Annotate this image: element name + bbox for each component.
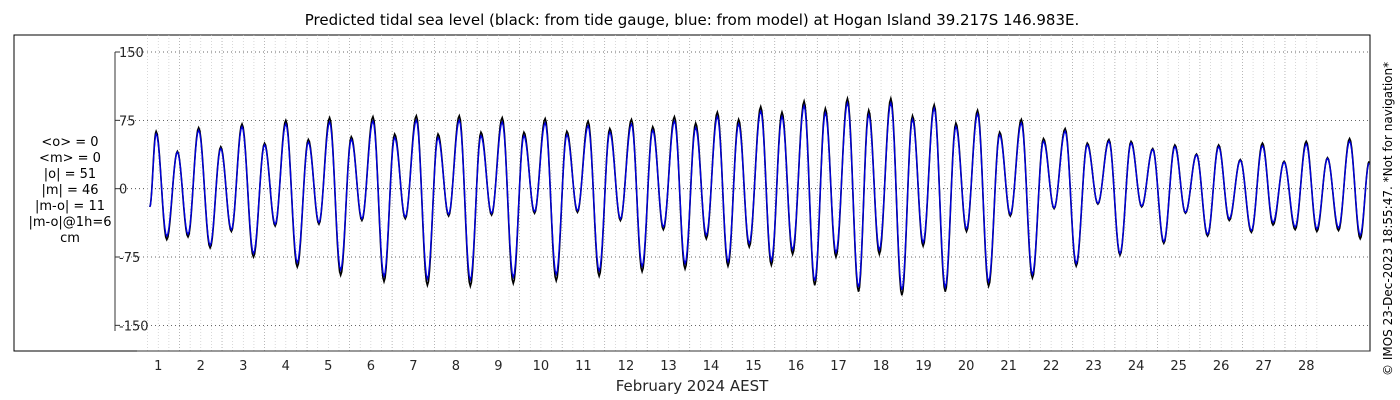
axes	[114, 51, 1370, 352]
series-gauge-line	[149, 95, 1370, 296]
x-tick-label: 25	[1170, 359, 1187, 374]
y-tick-label: 75	[119, 114, 136, 129]
x-tick-label: 28	[1298, 359, 1315, 374]
stats-line: cm	[60, 231, 80, 246]
plot-frame	[13, 34, 1371, 352]
x-axis-label: February 2024 AEST	[616, 377, 769, 395]
x-tick-label: 1	[154, 359, 162, 374]
stats-line: |m-o| = 11	[35, 199, 105, 214]
x-tick-label: 5	[324, 359, 332, 374]
x-tick-label: 27	[1255, 359, 1272, 374]
x-tick-label: 3	[239, 359, 247, 374]
x-tick-label: 19	[915, 359, 932, 374]
stats-line: <m> = 0	[39, 151, 101, 166]
y-tick-labels: -150 -75 0 75 150	[119, 46, 149, 334]
stats-line: |m-o|@1h=6	[29, 215, 112, 230]
y-tick-label: 150	[119, 46, 144, 61]
x-tick-label: 11	[575, 359, 592, 374]
x-tick-label: 12	[618, 359, 635, 374]
credit-note: © IMOS 23-Dec-2023 18:55:47. *Not for na…	[1381, 62, 1395, 376]
x-tick-label: 20	[958, 359, 975, 374]
x-tick-label: 23	[1085, 359, 1102, 374]
x-tick-label: 2	[197, 359, 205, 374]
x-tick-label: 15	[745, 359, 762, 374]
x-tick-label: 4	[282, 359, 290, 374]
x-tick-label: 9	[494, 359, 502, 374]
x-tick-label: 7	[409, 359, 417, 374]
x-tick-labels: 1 2 3 4 5 6 7 8 9 10 11 12 13 14 15 16 17 18 19 20 21 22 23 24 2…	[154, 359, 1314, 374]
stats-line: |o| = 51	[44, 167, 96, 182]
series-lines	[149, 95, 1370, 296]
stats-line: <o> = 0	[41, 135, 98, 150]
stats-annotation: <o> = 0 <m> = 0 |o| = 51 |m| = 46 |m-o| = 11…	[29, 135, 112, 246]
x-tick-label: 17	[830, 359, 847, 374]
x-tick-label: 8	[452, 359, 460, 374]
x-tick-label: 24	[1128, 359, 1145, 374]
y-tick-label: 0	[119, 183, 127, 198]
x-tick-label: 14	[703, 359, 720, 374]
x-tick-label: 6	[367, 359, 375, 374]
stats-line: |m| = 46	[41, 183, 98, 198]
y-tick-label: -150	[119, 319, 149, 334]
x-tick-label: 13	[660, 359, 677, 374]
x-tick-label: 21	[1000, 359, 1017, 374]
chart-title: Predicted tidal sea level (black: from t…	[305, 11, 1080, 29]
x-tick-label: 10	[533, 359, 550, 374]
x-tick-label: 16	[788, 359, 805, 374]
series-model-line	[149, 100, 1370, 290]
x-tick-label: 22	[1043, 359, 1060, 374]
x-tick-label: 18	[873, 359, 890, 374]
x-tick-label: 26	[1213, 359, 1230, 374]
y-tick-label: -75	[119, 251, 140, 266]
